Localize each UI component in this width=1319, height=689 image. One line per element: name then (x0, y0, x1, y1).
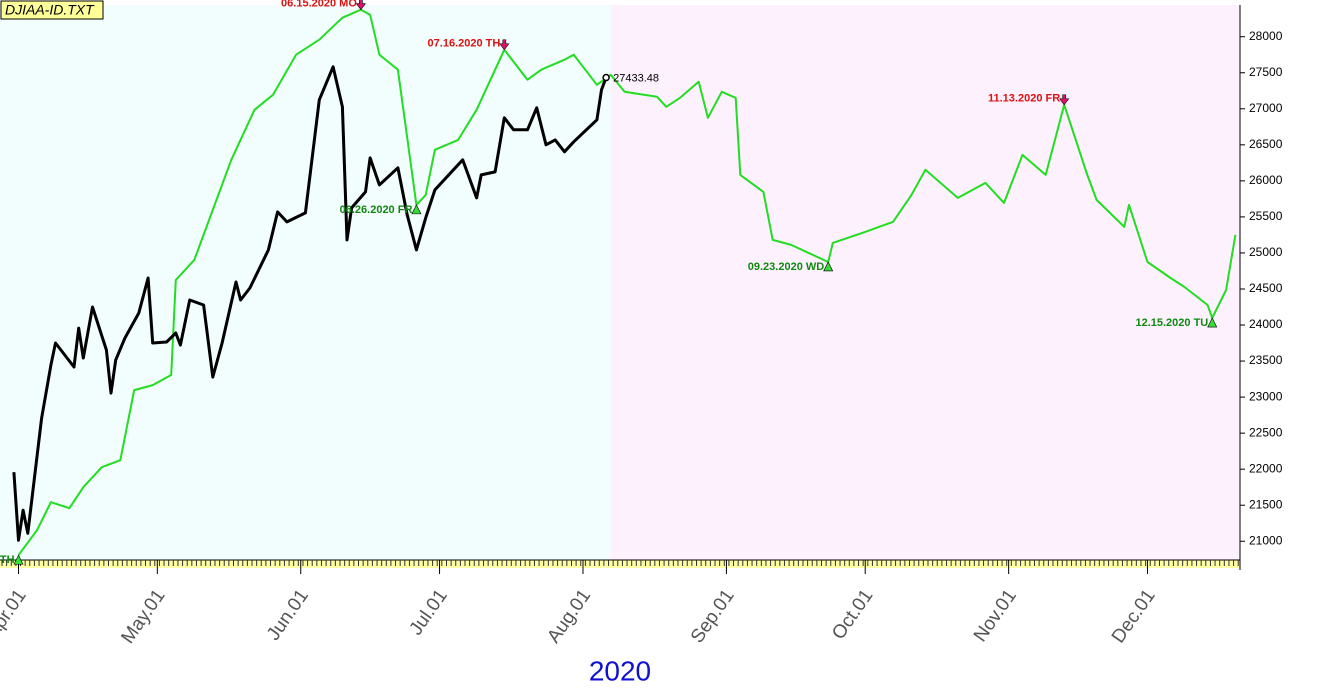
high-marker (1059, 94, 1070, 106)
chart-title: DJIAA-ID.TXT (5, 2, 95, 18)
low-marker (823, 261, 834, 272)
annotation: 06.26.2020 FR (340, 204, 413, 216)
y-tick-label: 28000 (1249, 29, 1283, 43)
value-label: 27433.48 (613, 72, 659, 84)
x-tick-label: Apr.01 (0, 586, 31, 643)
x-tick-label: Nov.01 (970, 586, 1021, 646)
annotation: 09.23.2020 WD (748, 261, 824, 273)
x-tick-label: Sep.01 (687, 586, 739, 647)
y-tick-label: 27500 (1249, 65, 1283, 79)
annotation: 11.13.2020 FR (988, 93, 1060, 105)
y-tick-label: 23000 (1249, 389, 1283, 403)
y-tick-label: 26000 (1249, 173, 1283, 187)
region (610, 5, 1240, 560)
line (12, 65, 608, 542)
annotation: 0 TH (0, 554, 15, 566)
title-box (0, 0, 104, 20)
x-tick-label: Jul.01 (405, 586, 451, 640)
x-tick-label: Jun.01 (263, 586, 313, 645)
x-tick-label: May.01 (117, 586, 169, 648)
low-marker (13, 554, 24, 565)
annotation: 06.15.2020 MO (281, 0, 357, 10)
line (17, 8, 1237, 556)
point (602, 73, 610, 82)
x-tick-label: Aug.01 (543, 586, 595, 647)
annotation: 12.15.2020 TU (1135, 317, 1208, 329)
x-tick-label: Dec.01 (1108, 586, 1160, 647)
low-marker (411, 204, 422, 215)
y-tick-label: 27000 (1249, 101, 1283, 115)
low-marker (1207, 317, 1218, 328)
y-tick-label: 24000 (1249, 317, 1283, 331)
x-tick-label: Oct.01 (828, 586, 877, 644)
regions (0, 5, 1240, 560)
y-tick-label: 22000 (1249, 461, 1283, 475)
y-tick-label: 21000 (1249, 533, 1283, 547)
high-marker (499, 39, 510, 51)
day-strip (0, 560, 1240, 568)
y-tick-label: 21500 (1249, 497, 1283, 511)
annotation: 07.16.2020 TH (428, 38, 501, 50)
y-tick-label: 24500 (1249, 281, 1283, 295)
high-marker (355, 0, 366, 11)
y-tick-label: 25000 (1249, 245, 1283, 259)
x-axis-label: 2020 (589, 655, 651, 686)
y-tick-label: 22500 (1249, 425, 1283, 439)
y-tick-label: 23500 (1249, 353, 1283, 367)
y-tick-label: 26500 (1249, 137, 1283, 151)
y-tick-label: 25500 (1249, 209, 1283, 223)
